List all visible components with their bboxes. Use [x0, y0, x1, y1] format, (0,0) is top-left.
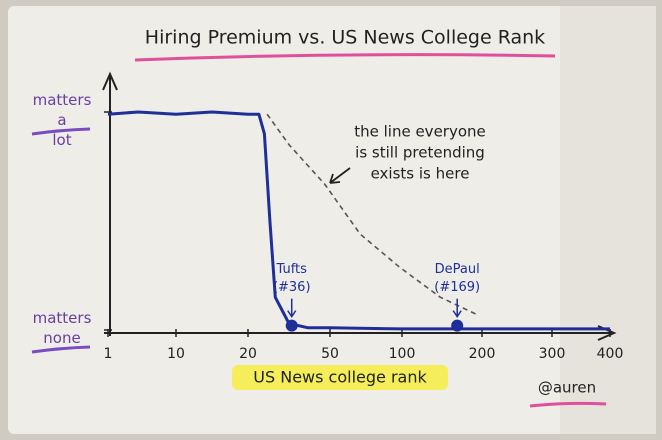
highlight-label: DePaul [435, 262, 480, 277]
title-underline [134, 53, 556, 62]
highlight-arrow [452, 298, 462, 318]
x-tick-label: 300 [539, 346, 566, 362]
x-tick-label: 400 [597, 346, 624, 362]
x-tick-label: 200 [469, 346, 496, 362]
highlight-sublabel: (#36) [273, 280, 311, 295]
x-tick-label: 100 [389, 346, 416, 362]
y-label-underline [31, 127, 91, 136]
napkin-fold [560, 6, 656, 434]
x-axis-label: US News college rank [253, 368, 427, 387]
highlight-point [285, 319, 298, 332]
line-series [266, 113, 478, 316]
x-label-highlight [232, 365, 448, 390]
highlight-point [451, 319, 464, 332]
highlight-sublabel: (#169) [434, 280, 480, 295]
line-series [107, 110, 610, 331]
annotation: the line everyone [354, 123, 486, 141]
annotation: is still pretending [355, 144, 485, 162]
annotation-arrow [329, 167, 351, 184]
y-label-underline [31, 345, 91, 354]
x-tick-label: 10 [167, 346, 185, 362]
chart-title: Hiring Premium vs. US News College Rank [145, 27, 545, 49]
highlight-arrow [287, 298, 297, 318]
credit: @auren [538, 379, 596, 397]
x-tick-label: 1 [104, 346, 113, 362]
highlight-label: Tufts [276, 262, 308, 277]
y-axis-arrow [102, 71, 118, 91]
annotation: exists is here [371, 165, 470, 183]
y-tick-label: matters a lot [33, 91, 92, 149]
x-tick-label: 20 [239, 346, 257, 362]
x-tick-label: 50 [321, 346, 339, 362]
credit-underline [529, 401, 607, 408]
y-tick-label: matters none [33, 309, 92, 347]
